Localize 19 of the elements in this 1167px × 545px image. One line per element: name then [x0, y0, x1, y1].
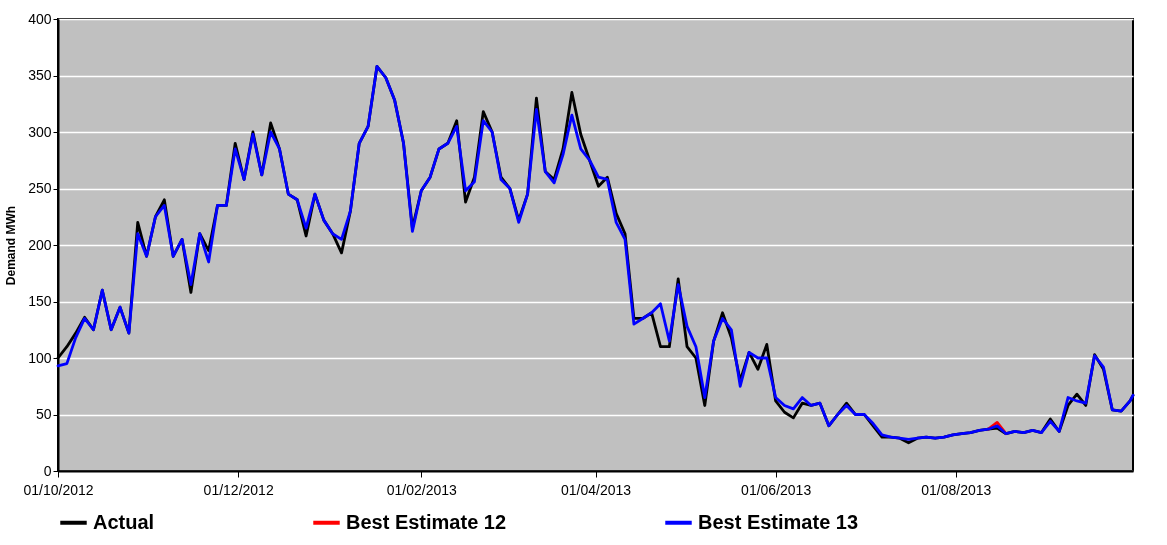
x-tick-label: 01/02/2013	[386, 481, 457, 498]
y-tick-label: 50	[35, 406, 52, 422]
x-tick-label: 01/10/2012	[23, 481, 94, 498]
y-tick-label: 350	[28, 67, 52, 83]
y-axis-title: Demand MWh	[4, 205, 19, 286]
legend-label: Best Estimate 13	[698, 510, 859, 533]
y-tick-label: 400	[28, 10, 52, 27]
y-tick-label: 150	[28, 293, 52, 309]
legend-label: Best Estimate 12	[346, 510, 507, 533]
x-tick-label: 01/06/2013	[741, 481, 812, 498]
legend-label: Actual	[93, 510, 155, 533]
y-tick-label: 200	[28, 236, 52, 253]
y-tick-label: 300	[28, 123, 52, 140]
x-tick-label: 01/12/2012	[203, 481, 274, 498]
y-tick-label: 250	[28, 180, 52, 196]
x-tick-label: 01/04/2013	[560, 481, 632, 498]
x-tick-label: 01/08/2013	[921, 481, 992, 498]
y-tick-label: 0	[43, 462, 52, 479]
y-tick-label: 100	[28, 349, 52, 366]
